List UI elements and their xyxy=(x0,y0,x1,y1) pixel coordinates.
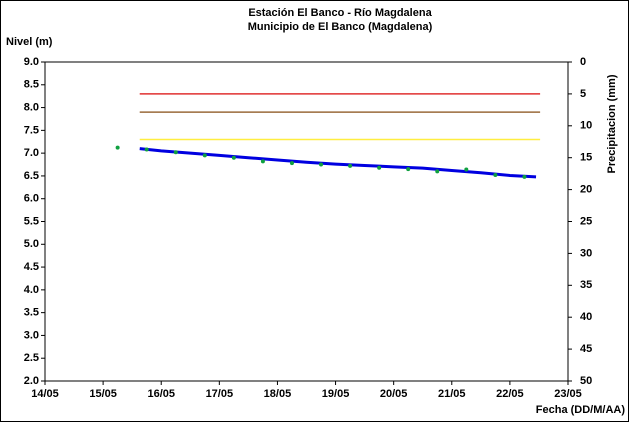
data-point xyxy=(435,169,440,174)
y2-tick-label: 50 xyxy=(580,375,592,387)
y-tick-label: 9.0 xyxy=(24,56,39,68)
y2-tick-label: 30 xyxy=(580,247,592,259)
x-tick-label: 14/05 xyxy=(31,388,59,400)
y-tick-label: 2.0 xyxy=(24,375,39,387)
x-axis-label: Fecha (DD/M/AA) xyxy=(536,404,626,416)
y2-tick-label: 0 xyxy=(580,56,586,68)
y2-tick-label: 20 xyxy=(580,184,592,196)
y2-tick-label: 10 xyxy=(580,120,592,132)
y2-tick-label: 45 xyxy=(580,343,592,355)
y2-tick-label: 25 xyxy=(580,215,592,227)
y-tick-label: 2.5 xyxy=(24,352,39,364)
data-point xyxy=(231,155,236,160)
data-point xyxy=(348,163,353,168)
y2-tick-label: 15 xyxy=(580,152,592,164)
y-axis-label: Nivel (m) xyxy=(6,36,53,48)
data-point xyxy=(464,167,469,172)
series-line xyxy=(139,147,537,179)
chart-title: Estación El Banco - Río Magdalena xyxy=(248,7,432,19)
y-tick-label: 4.5 xyxy=(24,261,39,273)
data-point xyxy=(289,161,294,166)
plot-area xyxy=(44,61,569,382)
y-tick-label: 3.5 xyxy=(24,307,39,319)
y2-tick-label: 5 xyxy=(580,88,586,100)
x-tick-label: 15/05 xyxy=(89,388,117,400)
y-tick-label: 4.0 xyxy=(24,284,39,296)
x-tick-label: 23/05 xyxy=(554,388,582,400)
y-tick-label: 6.5 xyxy=(24,170,39,182)
data-point xyxy=(493,173,498,178)
y2-tick-label: 35 xyxy=(580,279,592,291)
data-point xyxy=(173,150,178,155)
data-point xyxy=(202,153,207,158)
y-tick-label: 7.5 xyxy=(24,124,39,136)
data-point xyxy=(319,162,324,167)
data-point xyxy=(522,174,527,179)
data-point xyxy=(377,165,382,170)
y-tick-label: 5.0 xyxy=(24,238,39,250)
x-tick-label: 16/05 xyxy=(147,388,175,400)
x-tick-label: 21/05 xyxy=(438,388,466,400)
data-point xyxy=(406,167,411,172)
y-tick-label: 6.0 xyxy=(24,193,39,205)
x-tick-label: 22/05 xyxy=(496,388,524,400)
y-tick-label: 8.5 xyxy=(24,79,39,91)
y2-tick-label: 40 xyxy=(580,311,592,323)
y-tick-label: 3.0 xyxy=(24,329,39,341)
data-point xyxy=(260,159,265,164)
data-point xyxy=(115,145,120,150)
y2-axis-label: Precipitacion (mm) xyxy=(606,74,618,173)
y-tick-label: 5.5 xyxy=(24,215,39,227)
chart-subtitle: Municipio de El Banco (Magdalena) xyxy=(248,21,433,33)
y-tick-label: 8.0 xyxy=(24,101,39,113)
x-tick-label: 20/05 xyxy=(380,388,408,400)
y-tick-label: 7.0 xyxy=(24,147,39,159)
x-tick-label: 19/05 xyxy=(322,388,350,400)
x-tick-label: 17/05 xyxy=(206,388,234,400)
data-point xyxy=(144,147,149,152)
x-tick-label: 18/05 xyxy=(264,388,292,400)
